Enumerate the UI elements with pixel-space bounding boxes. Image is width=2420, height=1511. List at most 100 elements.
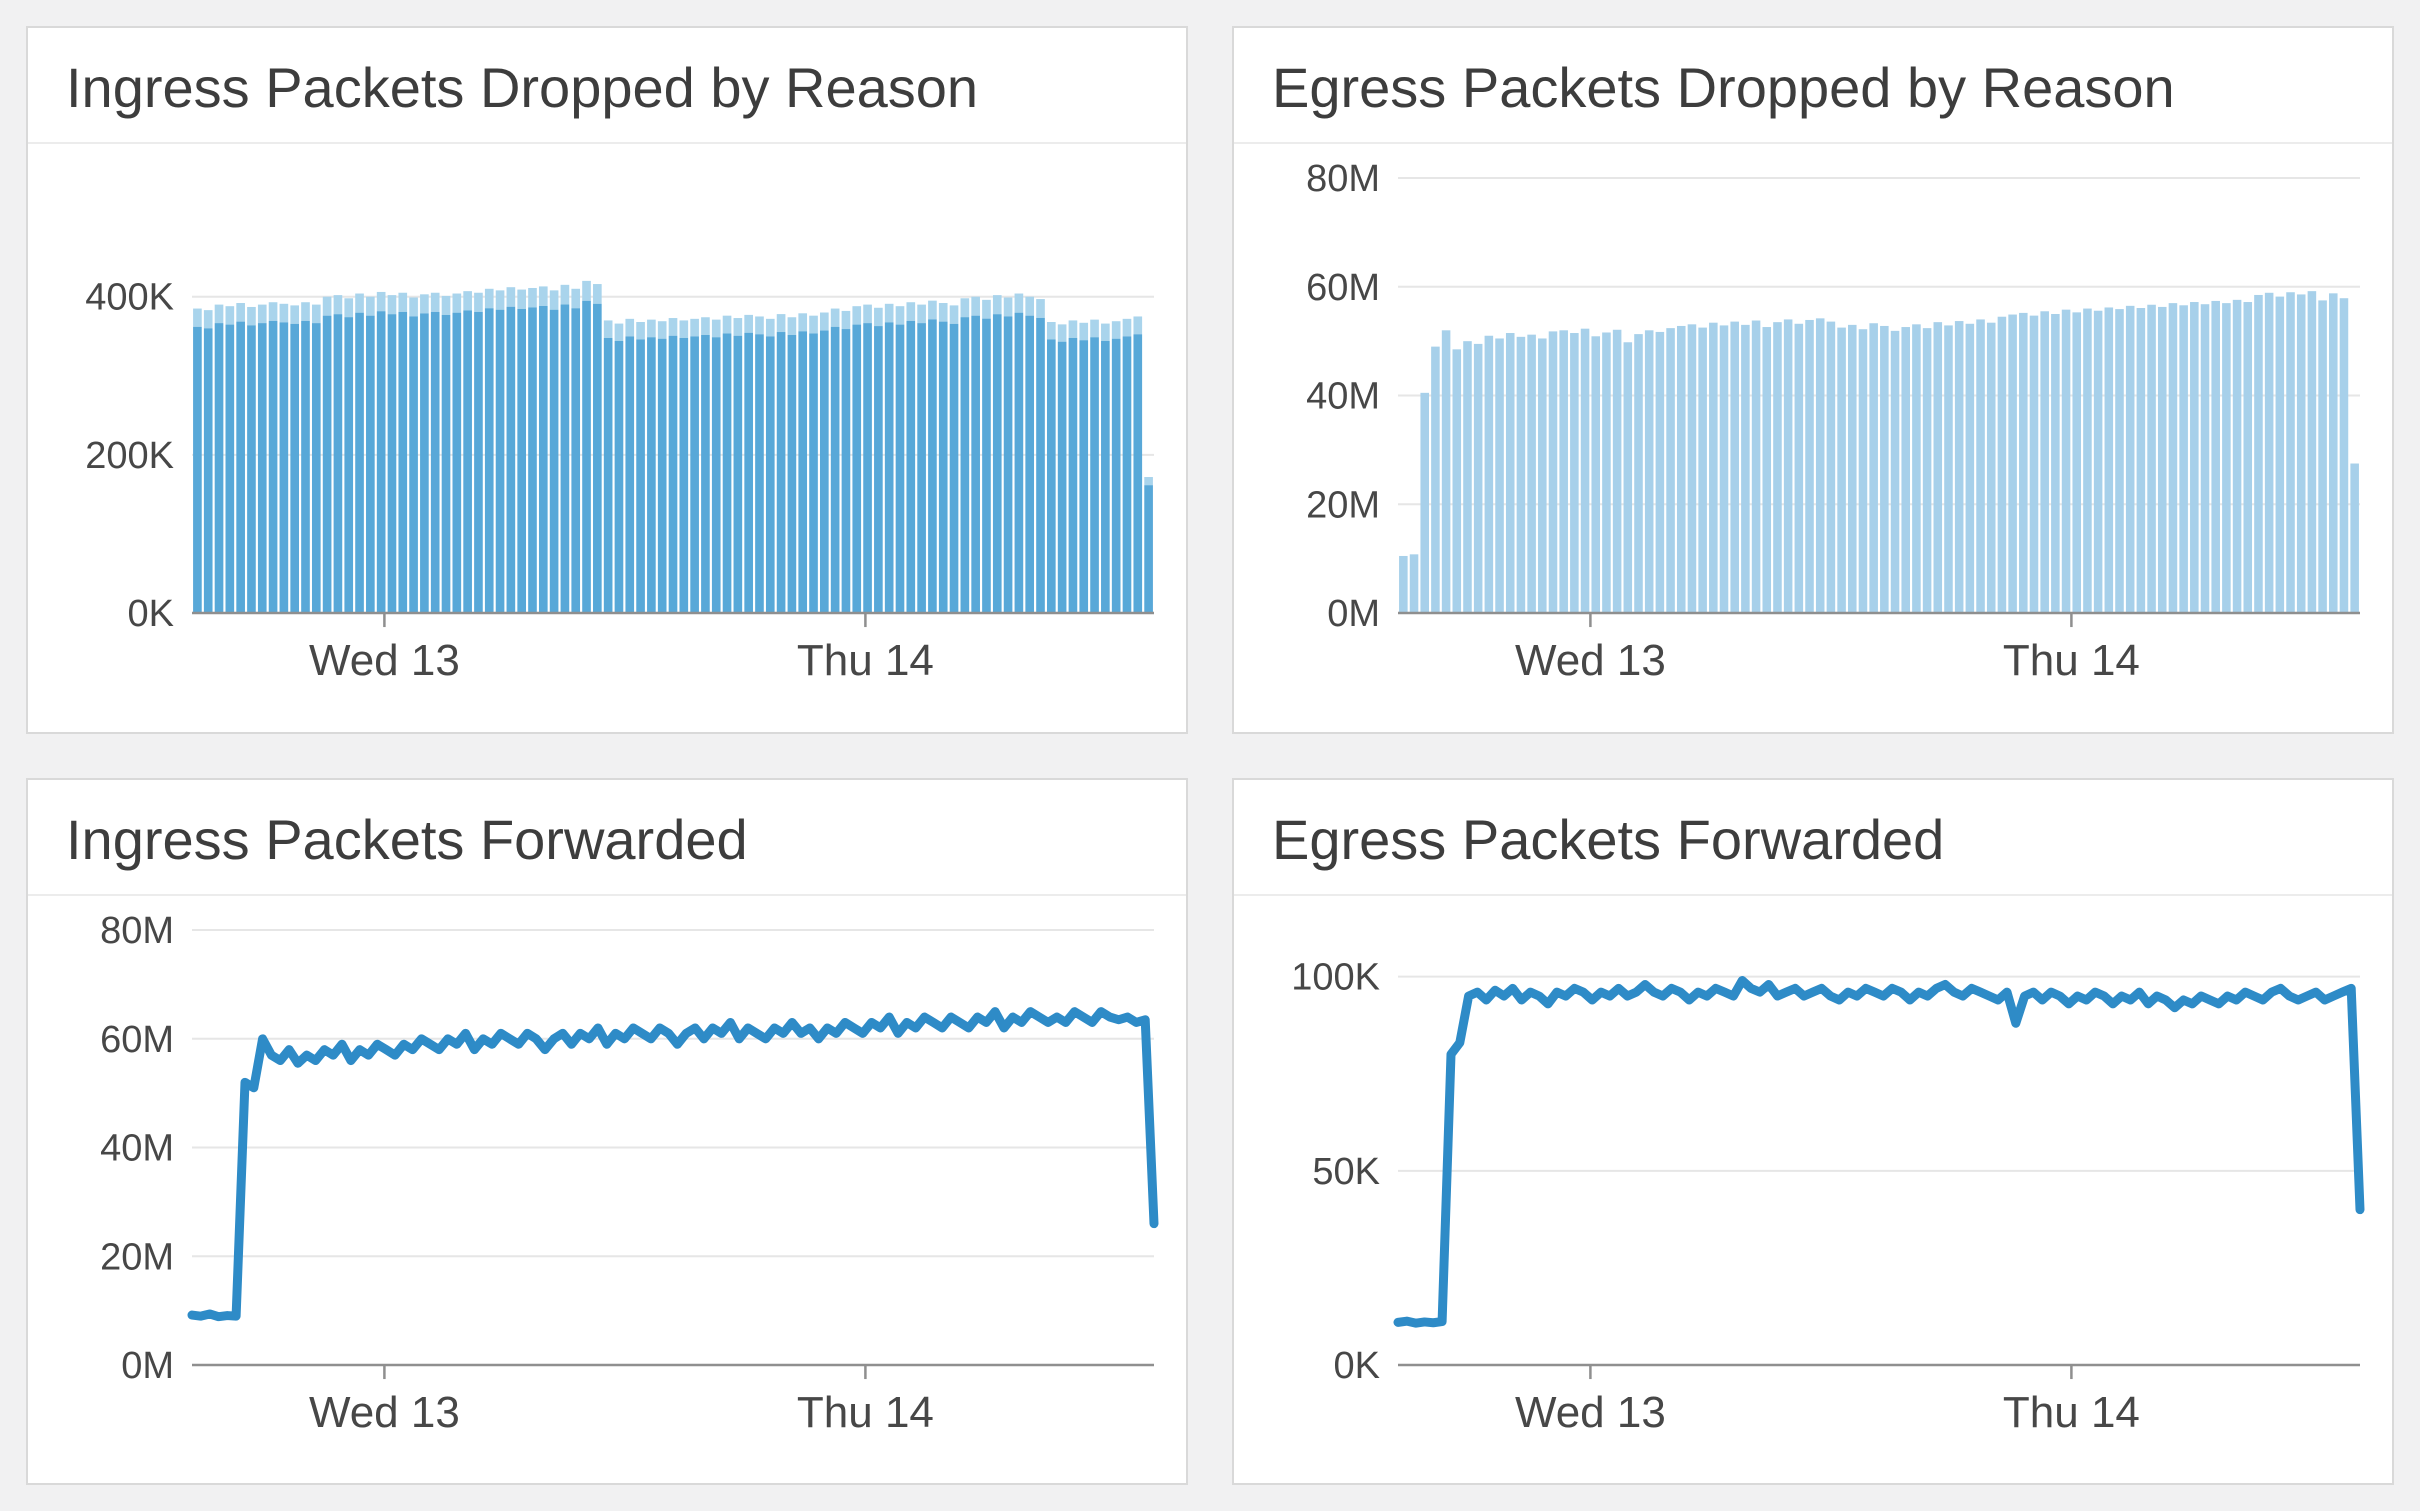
panel-header: Ingress Packets Dropped by Reason [28,28,1186,145]
bar-cap [733,318,743,337]
bar [603,338,613,614]
panel-body: 0K 200K 400K Wed 13 Thu 14 [28,144,1186,731]
bar [1570,333,1579,614]
bar-cap [203,310,213,329]
bar-cap [257,304,267,324]
bar-cap [484,289,494,309]
bar [657,339,667,614]
bar-cap [1133,316,1143,335]
bar-cap [495,290,505,311]
bar [2339,298,2349,614]
bar-cap [355,293,364,314]
bar-cap [344,298,354,318]
bar [2157,307,2167,614]
bar-cap [1036,299,1045,319]
bar-cap [1144,477,1153,486]
bar-cap [538,286,548,307]
bar-cap [333,295,343,315]
bar [1409,554,1419,614]
bar [2190,302,2199,614]
panel-egress-packets-dropped: Egress Packets Dropped by Reason 0M 20M 40… [1232,26,2394,734]
bar [1912,324,1921,614]
panel-header: Egress Packets Forwarded [1234,780,2392,896]
bar [1144,485,1153,614]
bar [863,323,872,614]
bar-cap [679,320,689,339]
bar [1687,324,1697,614]
bar [1580,329,1590,614]
bar-cap [593,284,602,305]
bar [1762,327,1772,614]
bar [1057,342,1067,614]
bar [193,327,202,614]
bar [1133,334,1143,614]
bar [1719,325,1729,614]
bar-cap [765,319,775,337]
panel-title: Egress Packets Dropped by Reason [1272,56,2175,119]
bar-cap [517,289,526,310]
egress-packets-forwarded-chart[interactable]: 0K 50K 100K Wed 13 Thu 14 [1240,904,2380,1477]
bar [625,336,635,614]
y-tick-label: 60M [100,1019,174,1061]
bar [1805,320,1814,614]
egress-packets-dropped-chart[interactable]: 0M 20M 40M 60M 80M Wed 13 Thu 14 [1240,152,2380,725]
bar [2083,308,2092,614]
bar [355,313,364,614]
y-tick-label: 50K [1312,1151,1380,1193]
bar [1933,322,1943,614]
bar [2254,295,2263,614]
bar [2179,305,2188,614]
bar [484,308,494,614]
ingress-packets-forwarded-chart[interactable]: 0M 20M 40M 60M 80M Wed 13 Thu 14 [34,904,1174,1477]
bar-cap [636,322,645,340]
bar [528,307,537,614]
bar [1079,340,1089,614]
bar [1101,341,1110,614]
bar [765,336,775,614]
y-tick-label: 80M [100,910,174,952]
bar [203,328,213,614]
bar [1111,339,1121,614]
bar [2061,310,2071,614]
bar-cap [971,297,980,317]
bar-cap [311,304,321,324]
bar [852,324,862,614]
bar [755,334,764,614]
bar [430,312,440,614]
bar [593,304,602,614]
bar-cap [755,316,764,335]
bar [1068,338,1078,614]
bar [1698,327,1707,614]
bar-cap [474,293,483,313]
x-tick-label: Thu 14 [2003,636,2140,685]
ingress-packets-dropped-chart[interactable]: 0K 200K 400K Wed 13 Thu 14 [34,152,1174,725]
bar-cap [830,308,840,328]
y-tick-label: 0M [1327,593,1380,635]
bar [214,323,224,614]
bar-cap [1025,297,1035,317]
bar [333,314,343,614]
bar-cap [928,301,937,320]
bar [1090,337,1099,614]
bar [1890,331,1900,614]
bar-cap [798,313,808,332]
bar-cap [1003,297,1013,317]
bar-cap [657,321,667,340]
bar-cap [690,319,699,337]
bar [906,321,916,614]
bar [2072,312,2082,614]
bar [2222,303,2231,614]
panel-title: Ingress Packets Forwarded [66,807,748,871]
bar [2275,296,2285,614]
bar-cap [722,316,732,334]
bar [992,314,1002,614]
bar [1516,337,1526,614]
panel-body: 0M 20M 40M 60M 80M Wed 13 Thu 14 [28,896,1186,1483]
x-tick-label: Wed 13 [309,636,460,685]
bar [2051,314,2060,614]
bar [1901,327,1910,614]
bar [1644,330,1654,614]
bar [2168,303,2178,614]
bar [495,310,505,614]
x-tick-label: Thu 14 [797,636,934,685]
